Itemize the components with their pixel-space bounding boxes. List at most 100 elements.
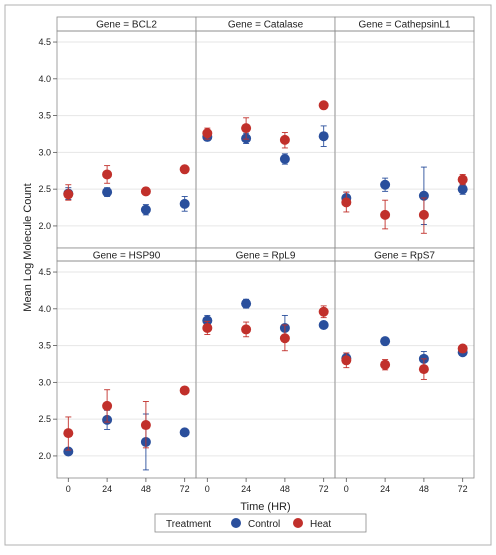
y-tick-label: 2.0 (38, 451, 51, 461)
panel-title: Gene = CathepsinL1 (358, 20, 450, 31)
data-point-control (179, 198, 190, 209)
x-tick-label: 72 (319, 484, 329, 494)
legend-marker-heat (293, 518, 303, 528)
y-tick-label: 3.0 (38, 377, 51, 387)
panel-plot-area (195, 260, 336, 479)
series-control (202, 125, 329, 165)
panel-6: Gene = RpS7 (334, 247, 475, 479)
panel-plot-area (56, 260, 197, 479)
series-heat (341, 173, 468, 234)
panel-title: Gene = BCL2 (96, 20, 157, 31)
panel-title: Gene = HSP90 (93, 251, 161, 262)
x-tick-label: 24 (380, 484, 390, 494)
series-heat (341, 343, 468, 380)
panel-1: Gene = BCL2 (56, 16, 197, 249)
series-heat (202, 100, 329, 149)
data-point-control (318, 131, 329, 142)
panel-title: Gene = Catalase (228, 20, 304, 31)
data-point-heat (140, 420, 151, 431)
legend-title: Treatment (166, 519, 211, 530)
x-tick-label: 48 (141, 484, 151, 494)
x-tick-label: 0 (344, 484, 349, 494)
x-tick-label: 24 (102, 484, 112, 494)
legend-label-heat: Heat (310, 519, 331, 530)
data-point-heat (179, 385, 190, 396)
y-tick-label: 4.0 (38, 304, 51, 314)
y-axis-title: Mean Log Molecule Count (22, 183, 34, 311)
data-point-heat (318, 100, 329, 111)
panel-plot-area (195, 30, 336, 249)
data-point-control (457, 184, 468, 195)
series-control (202, 298, 329, 341)
y-tick-label: 4.0 (38, 74, 51, 84)
data-point-heat (457, 343, 468, 354)
x-tick-label: 48 (419, 484, 429, 494)
panel-plot-area (334, 260, 475, 479)
data-point-control (380, 179, 391, 190)
y-tick-label: 3.0 (38, 147, 51, 157)
series-heat (63, 164, 190, 201)
y-tick-label: 2.5 (38, 184, 51, 194)
data-point-heat (318, 306, 329, 317)
panel-title: Gene = RpL9 (236, 251, 296, 262)
data-point-heat (241, 123, 252, 134)
data-point-heat (418, 209, 429, 220)
data-point-control (241, 298, 252, 309)
figure-border (4, 4, 492, 546)
data-point-heat (341, 355, 352, 366)
x-tick-label: 48 (280, 484, 290, 494)
data-point-heat (102, 400, 113, 411)
y-tick-label: 4.5 (38, 37, 51, 47)
data-point-control (63, 446, 74, 457)
series-heat (202, 305, 329, 352)
x-axis-title: Time (HR) (240, 501, 290, 513)
data-point-heat (341, 197, 352, 208)
data-point-heat (241, 324, 252, 335)
y-tick-label: 3.5 (38, 341, 51, 351)
data-point-heat (202, 128, 213, 139)
panel-3: Gene = CathepsinL1 (334, 16, 475, 249)
data-point-control (202, 315, 213, 326)
x-tick-label: 24 (241, 484, 251, 494)
series-control (63, 187, 190, 216)
data-point-heat (380, 359, 391, 370)
data-point-control (318, 319, 329, 330)
y-tick-label: 2.0 (38, 221, 51, 231)
series-control (341, 336, 468, 367)
legend-marker-control (231, 518, 241, 528)
x-tick-label: 72 (458, 484, 468, 494)
data-point-heat (279, 134, 290, 145)
y-tick-label: 3.5 (38, 111, 51, 121)
y-tick-label: 4.5 (38, 267, 51, 277)
data-point-control (140, 204, 151, 215)
data-point-heat (140, 186, 151, 197)
data-point-heat (102, 169, 113, 180)
data-point-heat (279, 333, 290, 344)
data-point-control (102, 187, 113, 198)
data-point-heat (380, 209, 391, 220)
panel-plot-area (56, 30, 197, 249)
data-point-heat (418, 364, 429, 375)
panel-2: Gene = Catalase (195, 16, 336, 249)
x-tick-label: 0 (205, 484, 210, 494)
x-tick-label: 72 (180, 484, 190, 494)
panel-4: Gene = HSP90 (56, 247, 197, 479)
data-point-heat (202, 322, 213, 333)
legend-label-control: Control (248, 519, 280, 530)
panel-plot-area (334, 30, 475, 249)
x-tick-label: 0 (66, 484, 71, 494)
data-point-control (380, 336, 391, 347)
panel-title: Gene = RpS7 (374, 251, 435, 262)
panel-5: Gene = RpL9 (195, 247, 336, 479)
data-point-control (179, 427, 190, 438)
series-control (341, 166, 468, 225)
legend: Treatment Control Heat (154, 513, 367, 533)
series-heat (63, 385, 190, 451)
data-point-heat (179, 164, 190, 175)
legend-box (154, 513, 367, 533)
data-point-control (279, 153, 290, 164)
data-point-heat (63, 189, 74, 200)
y-tick-label: 2.5 (38, 414, 51, 424)
